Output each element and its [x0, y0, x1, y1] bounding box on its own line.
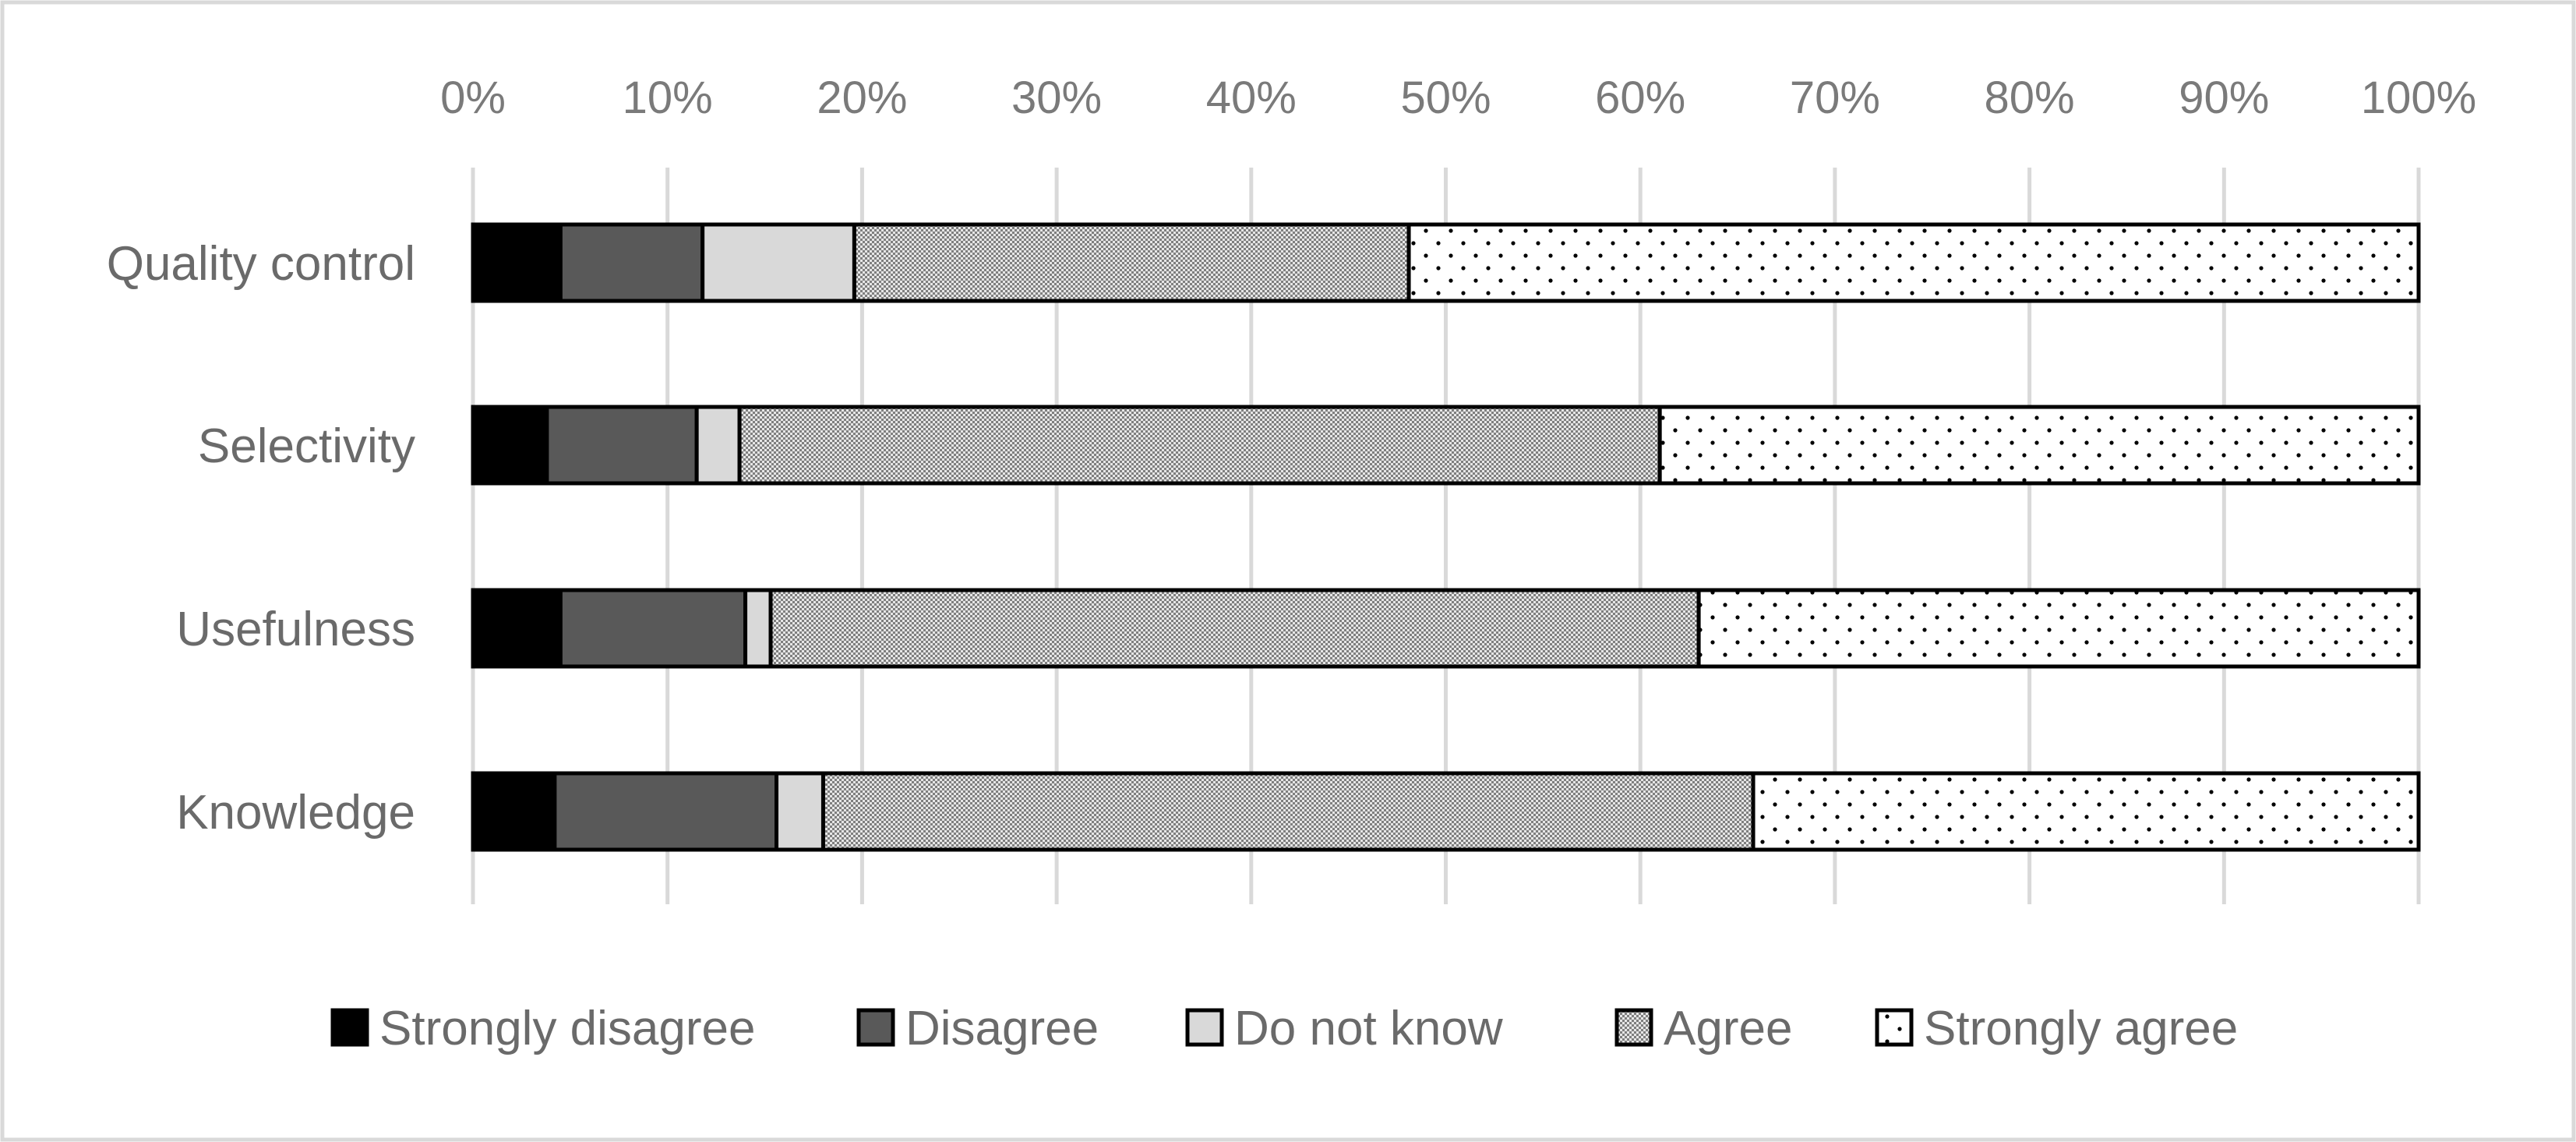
legend-label-strongly-agree: Strongly agree [1924, 1002, 2238, 1055]
category-label-knowledge: Knowledge [176, 786, 415, 840]
x-tick-label: 100% [2361, 72, 2476, 123]
bar-quality-control-do-not-know [700, 222, 856, 303]
bar-selectivity-agree [737, 405, 1662, 486]
legend-label-strongly-disagree: Strongly disagree [379, 1002, 756, 1055]
bar-quality-control-agree [852, 222, 1411, 303]
category-label-selectivity: Selectivity [198, 419, 415, 473]
x-tick-label: 40% [1206, 72, 1297, 123]
legend-label-disagree: Disagree [905, 1002, 1099, 1055]
legend-swatch-agree [1614, 1008, 1653, 1047]
bar-knowledge-strongly-disagree [471, 771, 557, 852]
x-tick-label: 0% [440, 72, 506, 123]
legend: Strongly disagree Disagree Do not know Agre… [330, 1002, 2238, 1055]
x-tick-label: 70% [1790, 72, 1880, 123]
x-tick-label: 10% [623, 72, 713, 123]
bar-selectivity-disagree [545, 405, 699, 486]
bar-usefulness-strongly-agree [1696, 588, 2421, 669]
x-tick-label: 80% [1985, 72, 2075, 123]
bar-quality-control-disagree [558, 222, 705, 303]
bar-knowledge-do-not-know [775, 771, 825, 852]
x-tick-label: 30% [1011, 72, 1102, 123]
bar-knowledge-strongly-agree [1751, 771, 2421, 852]
bar-knowledge-disagree [552, 771, 779, 852]
bar-selectivity-strongly-agree [1657, 405, 2421, 486]
bar-quality-control-strongly-disagree [471, 222, 563, 303]
bars [471, 222, 2421, 852]
bar-selectivity-do-not-know [694, 405, 742, 486]
legend-swatch-strongly-agree [1875, 1008, 1914, 1047]
bar-usefulness-strongly-disagree [471, 588, 563, 669]
x-tick-label: 90% [2179, 72, 2269, 123]
bar-quality-control-strongly-agree [1406, 222, 2421, 303]
x-tick-label: 20% [817, 72, 907, 123]
bar-selectivity-strongly-disagree [471, 405, 549, 486]
category-label-usefulness: Usefulness [176, 603, 415, 656]
x-tick-label: 50% [1400, 72, 1491, 123]
legend-label-do-not-know: Do not know [1234, 1002, 1503, 1055]
bar-usefulness-agree [768, 588, 1701, 669]
x-axis-ticks: 0% 10% 20% 30% 40% 50% 60% 70% 80% 90% 100% [440, 72, 2476, 123]
bar-usefulness-disagree [558, 588, 748, 669]
legend-label-agree: Agree [1664, 1002, 1792, 1055]
legend-swatch-strongly-disagree [330, 1008, 369, 1047]
x-tick-label: 60% [1595, 72, 1685, 123]
legend-swatch-do-not-know [1185, 1008, 1224, 1047]
category-label-quality-control: Quality control [107, 237, 415, 291]
bar-usefulness-do-not-know [743, 588, 773, 669]
bar-knowledge-agree [820, 771, 1756, 852]
legend-swatch-disagree [856, 1008, 895, 1047]
category-labels: Quality control Selectivity Usefulness Know… [107, 237, 415, 840]
